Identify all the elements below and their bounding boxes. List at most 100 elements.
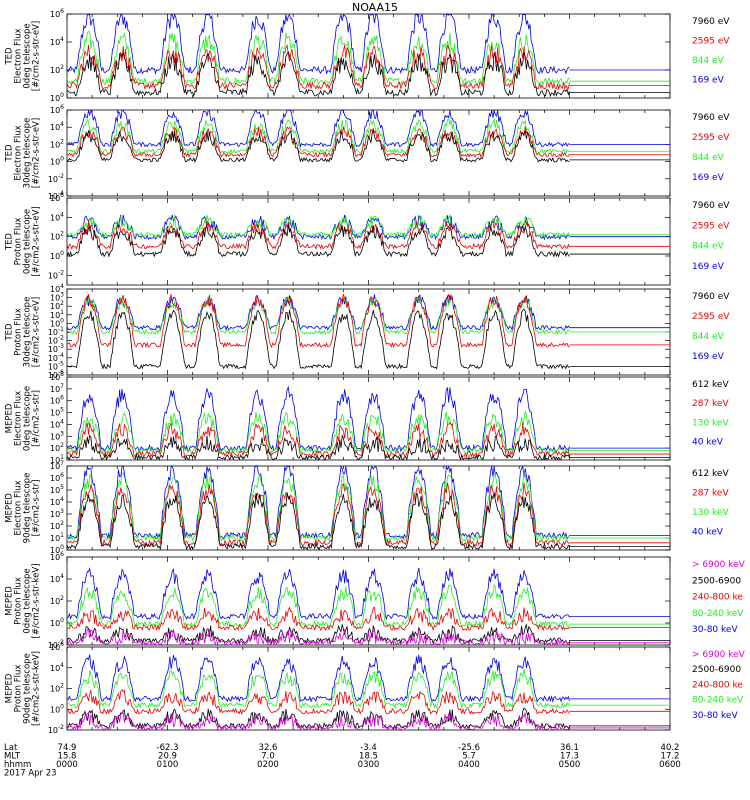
y-axis-label-line: 30deg telescope (23, 297, 33, 368)
mlt-label: 17.3 (560, 752, 579, 762)
legend-entry: 240-800 ke (692, 593, 743, 603)
y-tick-label: 102 (50, 231, 64, 242)
hhmm-label: 0500 (559, 760, 581, 770)
y-tick-label: 10-2 (48, 724, 64, 735)
lat-label: -62.3 (157, 743, 179, 753)
y-tick-label: 102 (50, 442, 64, 453)
y-tick-label: 10-5 (48, 360, 64, 371)
y-tick-label: 10-1 (48, 326, 64, 337)
series-line-169-ev (66, 214, 570, 241)
panel-frame (66, 197, 671, 286)
y-tick-label: 101 (50, 309, 64, 320)
panel-frame (66, 646, 671, 731)
y-tick-label: 10-4 (48, 352, 64, 363)
y-axis-label-line: 30deg telescope (23, 118, 33, 189)
y-axis-label-line: [#/cm2-s-str-eV] (32, 118, 42, 188)
y-tick-label: 104 (50, 496, 64, 507)
y-tick-label: 100 (50, 703, 64, 714)
lat-label: 40.2 (661, 743, 680, 753)
time-axis-row-label: MLT (4, 752, 21, 762)
legend-entry: 130 keV (692, 508, 729, 518)
panel-3: 10-2 100 102 104 106 TED Proton Flux 0deg teles… (5, 192, 730, 286)
legend-entry: 287 keV (692, 488, 729, 498)
legend-entry: 30-80 keV (692, 711, 738, 721)
y-tick-label: 10-2 (48, 639, 64, 650)
y-tick-label: 10-3 (48, 343, 64, 354)
y-axis-label-line: Proton Flux (14, 665, 24, 713)
y-tick-label: 103 (50, 430, 64, 441)
legend-entry: 40 keV (692, 438, 724, 448)
series-line-2595-ev (66, 126, 570, 158)
lat-label: -3.4 (360, 743, 377, 753)
series-line-844-ev (66, 31, 570, 87)
series-line-30-80-kev (66, 567, 570, 621)
y-tick-label: 100 (50, 544, 64, 555)
y-tick-label: 100 (50, 250, 64, 261)
series-line-30-80-kev (66, 654, 570, 703)
legend-entry: 287 keV (692, 399, 729, 409)
page-title: NOAA15 (351, 1, 399, 14)
legend-entry: 2500-6900 (692, 576, 741, 586)
series-line-169-ev (66, 13, 570, 75)
y-axis-label-line: 90deg telescope (23, 653, 33, 724)
legend-entry: 80-240 keV (692, 609, 744, 619)
y-tick-label: 105 (50, 484, 64, 495)
y-axis-label-line: MEPED (5, 403, 15, 433)
legend-entry: 844 eV (692, 153, 725, 163)
y-axis-label-line: 0deg telescope (23, 568, 33, 633)
legend-entry: 7960 eV (692, 17, 730, 27)
series-line-40-kev (66, 385, 570, 453)
y-tick-label: 10-2 (48, 173, 64, 184)
series-line-130-kev (66, 470, 570, 543)
y-tick-label: 100 (50, 92, 64, 103)
y-axis-label: MEPED Electron Flux 0deg telescope [#/cm2-s… (5, 386, 42, 451)
y-tick-label: 100 (50, 317, 64, 328)
series-line-80-240-kev (66, 583, 570, 629)
y-tick-label: 102 (50, 683, 64, 694)
series-line-240-800-ke (66, 606, 570, 632)
date-label: 2017 Apr 23 (4, 769, 57, 779)
legend-entry: 169 eV (692, 262, 725, 272)
y-axis-label-line: [#/cm2-s-str-eV] (32, 206, 42, 276)
y-tick-label: 104 (50, 573, 64, 584)
hhmm-label: 0200 (257, 760, 279, 770)
y-axis-label: MEPED Proton Flux 0deg telescope [#/cm2-s-s… (5, 564, 42, 639)
y-axis-label-line: [#/cm2-s-str-eV] (32, 21, 42, 91)
legend-entry: 612 keV (692, 380, 729, 390)
series-line-130-kev (66, 411, 570, 455)
series-line-7960-ev (66, 308, 570, 370)
y-axis-label-line: Proton Flux (14, 218, 24, 266)
panel-8: 10-2 100 102 104 106 MEPED Proton Flux 90deg te… (5, 641, 746, 735)
series-line-2595-ev (66, 43, 570, 91)
y-tick-label: 106 (50, 8, 64, 19)
y-axis-label-line: Electron Flux (14, 391, 24, 446)
y-tick-label: 106 (50, 395, 64, 406)
y-tick-label: 106 (50, 551, 64, 562)
hhmm-label: 0100 (157, 760, 179, 770)
lat-label: 74.9 (58, 743, 77, 753)
y-tick-label: 102 (50, 520, 64, 531)
series-line-844-ev (66, 117, 570, 155)
y-tick-label: 106 (50, 641, 64, 652)
mlt-label: 7.0 (261, 752, 275, 762)
legend-entry: 169 eV (692, 352, 725, 362)
y-tick-label: 104 (50, 283, 64, 294)
y-axis-label: TED Electron Flux 0deg telescope [#/cm2-s-s… (5, 21, 42, 91)
mlt-label: 5.7 (462, 752, 476, 762)
y-axis-label-line: MEPED (5, 673, 15, 703)
y-tick-label: 107 (50, 460, 64, 471)
y-axis-label-line: Electron Flux (14, 125, 24, 180)
y-axis-label-line: [#/cm2-s-str-keV] (32, 564, 42, 639)
y-tick-label: 106 (50, 192, 64, 203)
y-axis-label-line: 90deg telescope (23, 473, 33, 544)
legend-entry: 7960 eV (692, 113, 730, 123)
legend-entry: 2595 eV (692, 312, 730, 322)
legend-entry: 169 eV (692, 75, 725, 85)
hhmm-label: 0000 (56, 760, 78, 770)
series-line-2595-ev (66, 219, 570, 251)
series-line-7960-ev (66, 130, 570, 163)
y-tick-label: 100 (50, 617, 64, 628)
